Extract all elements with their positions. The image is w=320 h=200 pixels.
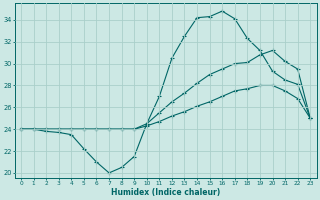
X-axis label: Humidex (Indice chaleur): Humidex (Indice chaleur) [111,188,220,197]
